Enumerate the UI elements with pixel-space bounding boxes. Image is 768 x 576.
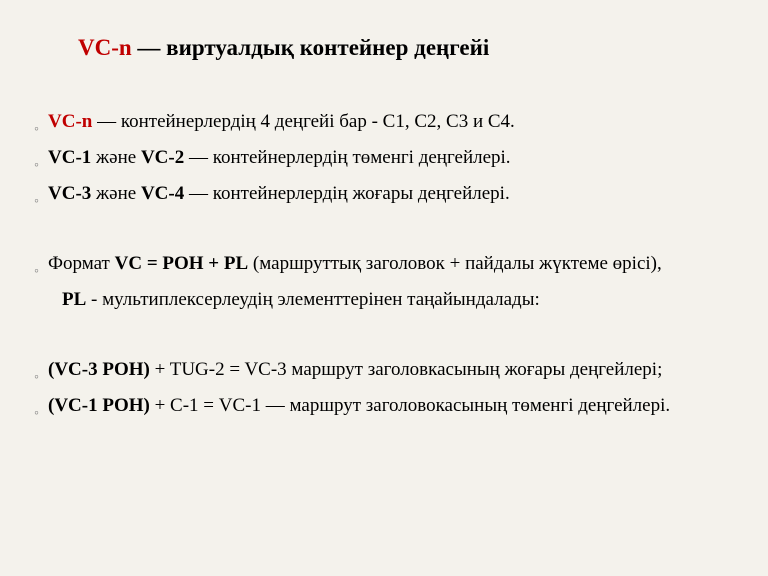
bullet-marker: ◦ [34,407,48,421]
bullet-item: ◦ VC-3 және VC-4 — контейнерлердің жоғар… [34,176,734,212]
b5-rest: + TUG-2 = VC-3 маршрут заголовкасының жо… [150,359,663,380]
slide-title: VC-n — виртуалдық контейнер деңгейі [78,26,734,70]
b2-mid: және [91,147,141,168]
b2-a: VC-1 [48,147,91,168]
bullet-item: ◦ (VC-1 POH) + С-1 = VC-1 — маршрут заго… [34,388,734,424]
b4b-pl: PL [62,289,86,310]
bullet-text: (VC-3 POH) + TUG-2 = VC-3 маршрут заголо… [48,352,734,388]
b4b-rest: - мультиплексерлеудің элементтерінен таң… [86,289,539,310]
b3-b: VC-4 [141,183,184,204]
b3-a: VC-3 [48,183,91,204]
title-rest: — виртуалдық контейнер деңгейі [132,35,490,60]
bullet-marker: ◦ [34,195,48,209]
b3-rest: — контейнерлердің жоғары деңгейлері. [184,183,509,204]
b6-rest: + С-1 = VC-1 — маршрут заголовокасының т… [150,395,670,416]
b1-rest: — контейнерлердің 4 деңгейі бар - С1, С2… [92,111,514,132]
bullet-list: ◦ VC-n — контейнерлердің 4 деңгейі бар -… [34,104,734,425]
bullet-marker: ◦ [34,159,48,173]
bullet-marker: ◦ [34,123,48,137]
b6-bold: (VC-1 POH) [48,395,150,416]
b4-pre: Формат [48,253,115,274]
bullet-text: VC-1 және VC-2 — контейнерлердің төменгі… [48,140,734,176]
vc-n-red: VC-n [48,111,92,132]
b4-rest: (маршруттық заголовок + пайдалы жүктеме … [248,253,662,274]
bullet-continuation: PL - мультиплексерлеудің элементтерінен … [34,282,734,318]
b2-b: VC-2 [141,147,184,168]
slide: VC-n — виртуалдық контейнер деңгейі ◦ VC… [0,0,768,576]
bullet-item: ◦ Формат VC = POH + PL (маршруттық загол… [34,246,734,282]
bullet-text: (VC-1 POH) + С-1 = VC-1 — маршрут заголо… [48,388,734,424]
bullet-item: ◦ VC-1 және VC-2 — контейнерлердің төмен… [34,140,734,176]
spacer [34,212,734,246]
bullet-text: PL - мультиплексерлеудің элементтерінен … [62,282,734,318]
bullet-item: ◦ VC-n — контейнерлердің 4 деңгейі бар -… [34,104,734,140]
bullet-marker: ◦ [34,371,48,385]
b4-bold: VC = POH + PL [115,253,249,274]
b2-rest: — контейнерлердің төменгі деңгейлері. [184,147,510,168]
bullet-item: ◦ (VC-3 POH) + TUG-2 = VC-3 маршрут заго… [34,352,734,388]
bullet-text: VC-3 және VC-4 — контейнерлердің жоғары … [48,176,734,212]
title-vc: VC-n [78,35,132,60]
b5-bold: (VC-3 POH) [48,359,150,380]
bullet-marker: ◦ [34,265,48,279]
bullet-text: VC-n — контейнерлердің 4 деңгейі бар - С… [48,104,734,140]
b3-mid: және [91,183,141,204]
bullet-text: Формат VC = POH + PL (маршруттық заголов… [48,246,734,282]
spacer [34,318,734,352]
